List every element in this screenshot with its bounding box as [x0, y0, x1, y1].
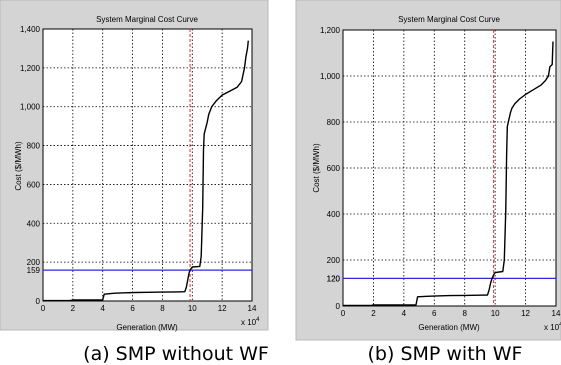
x-tick-label: 12	[521, 309, 530, 318]
y-tick-label: 600	[327, 164, 341, 173]
x-multiplier-base: x 10	[544, 323, 560, 332]
chart-title: System Marginal Cost Curve	[398, 15, 500, 24]
x-axis-label: Generation (MW)	[116, 323, 178, 332]
y-axis-label: Cost ($/MWh)	[14, 141, 23, 191]
y-tick-label: 400	[327, 210, 341, 219]
x-tick-label: 4	[100, 304, 105, 313]
smp-tick-label: 120	[327, 274, 341, 283]
x-tick-label: 0	[41, 304, 46, 313]
cost-curve	[43, 40, 249, 302]
x-tick-label: 12	[218, 304, 227, 313]
y-axis-label: Cost ($/MWh)	[312, 143, 321, 193]
chart-panel-a: 0 2 4 6 8 10 12 14 0 200 400 600 800 1,000 1,200 1,400 1…	[0, 0, 269, 332]
x-multiplier-exponent: 4	[559, 322, 561, 328]
x-multiplier-label: x 104	[544, 322, 561, 332]
x-tick-label: 14	[552, 309, 561, 318]
plot-area	[42, 28, 253, 302]
x-axis-label: Generation (MW)	[418, 323, 480, 332]
chart-panel-b: 0 2 4 6 8 10 12 1401202004006008001,0001,200120…	[295, 0, 561, 341]
caption-b: (b) SMP with WF	[368, 343, 523, 365]
x-multiplier-exponent: 4	[256, 317, 260, 323]
x-tick-label: 10	[188, 304, 197, 313]
x-tick-label: 8	[160, 304, 165, 313]
x-tick-label: 14	[248, 304, 257, 313]
cost-curve	[343, 41, 554, 307]
y-tick-label: 1,400	[20, 25, 41, 34]
y-tick-label: 120	[327, 274, 341, 283]
y-tick-label: 600	[27, 180, 41, 189]
caption-a: (a) SMP without WF	[83, 343, 269, 365]
y-tick-label: 0	[336, 302, 341, 311]
y-tick-label: 800	[27, 142, 41, 151]
x-multiplier-base: x 10	[241, 318, 257, 327]
x-tick-label: 8	[462, 309, 467, 318]
y-tick-label: 200	[327, 256, 341, 265]
x-tick-label: 10	[491, 309, 500, 318]
y-tick-label: 1,200	[20, 64, 41, 73]
smp-tick-label: 159	[27, 266, 41, 275]
x-tick-label: 6	[432, 309, 437, 318]
y-tick-label: 1,000	[20, 103, 41, 112]
y-tick-label: 1,200	[320, 26, 341, 35]
y-tick-label: 800	[327, 118, 341, 127]
y-tick-label: 0	[36, 297, 41, 306]
x-multiplier-label: x 104	[241, 317, 260, 327]
x-tick-label: 6	[130, 304, 135, 313]
x-tick-label: 2	[371, 309, 376, 318]
y-tick-label: 1,000	[320, 72, 341, 81]
y-tick-label: 400	[27, 219, 41, 228]
x-tick-label: 0	[341, 309, 346, 318]
chart-title: System Marginal Cost Curve	[96, 15, 198, 24]
x-tick-label: 4	[402, 309, 407, 318]
y-tick-label: 200	[27, 258, 41, 267]
x-tick-label: 2	[71, 304, 76, 313]
